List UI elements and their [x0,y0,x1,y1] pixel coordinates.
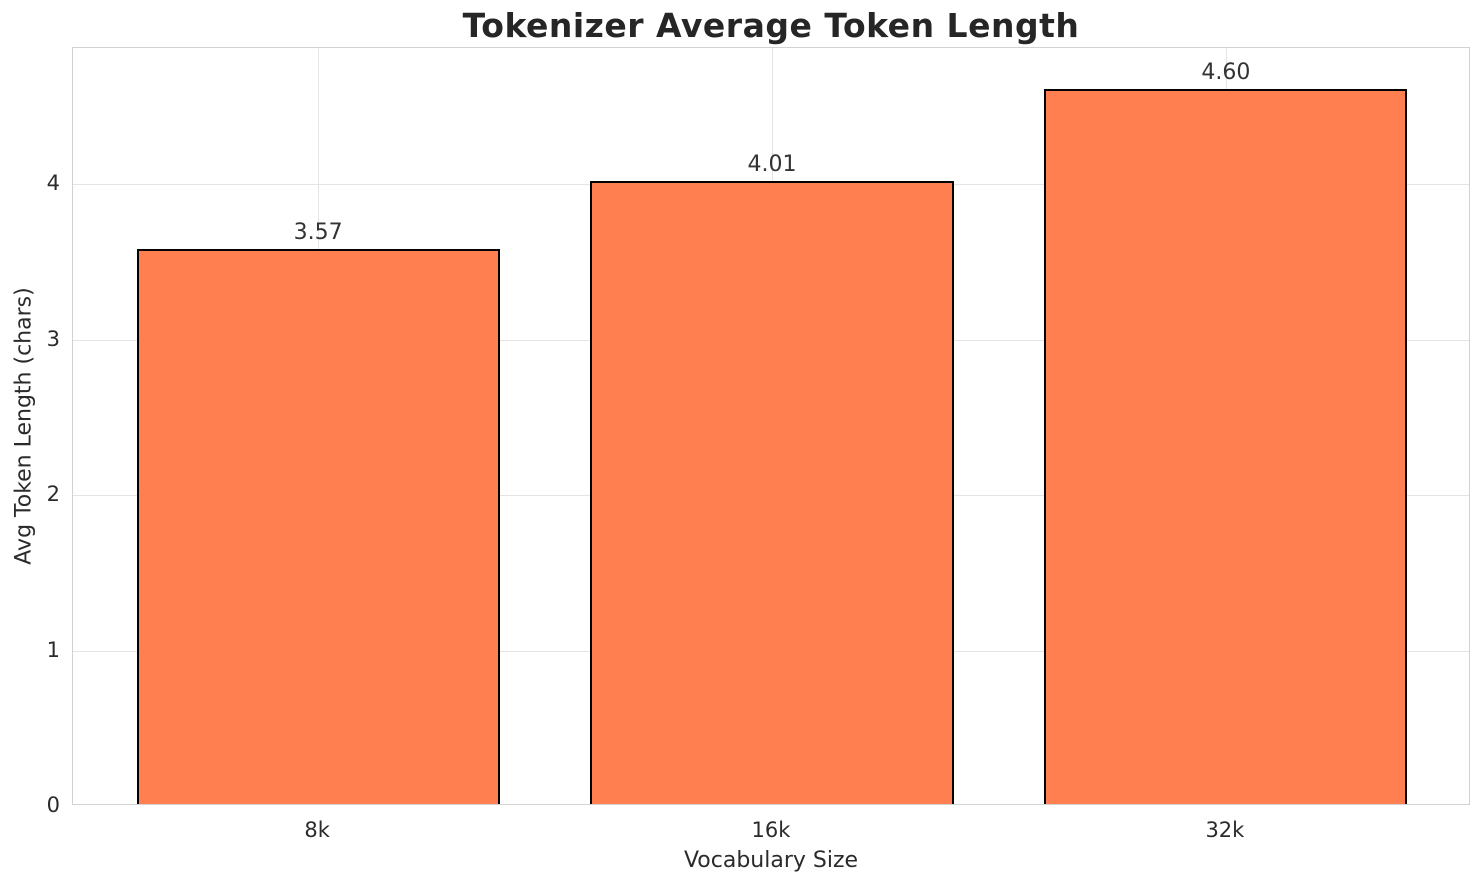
bar-value-label: 3.57 [293,219,343,245]
bar [1044,88,1408,804]
bar-value-label: 4.01 [747,151,797,177]
x-tick-label: 8k [304,818,330,842]
y-tick-label: 1 [46,637,60,662]
y-tick-label: 2 [46,482,60,507]
x-tick-label: 32k [1205,818,1245,842]
x-tick-label: 16k [751,818,791,842]
y-tick-label: 3 [46,326,60,351]
bar [590,180,954,804]
bar-value-label: 4.60 [1201,59,1251,85]
x-axis-label: Vocabulary Size [683,848,859,873]
y-tick-label: 4 [46,171,60,196]
y-tick-label: 0 [46,793,60,817]
bar [136,248,500,804]
plot-area: 3.57 4.01 4.60 [72,47,1470,805]
chart-title: Tokenizer Average Token Length [462,6,1080,45]
